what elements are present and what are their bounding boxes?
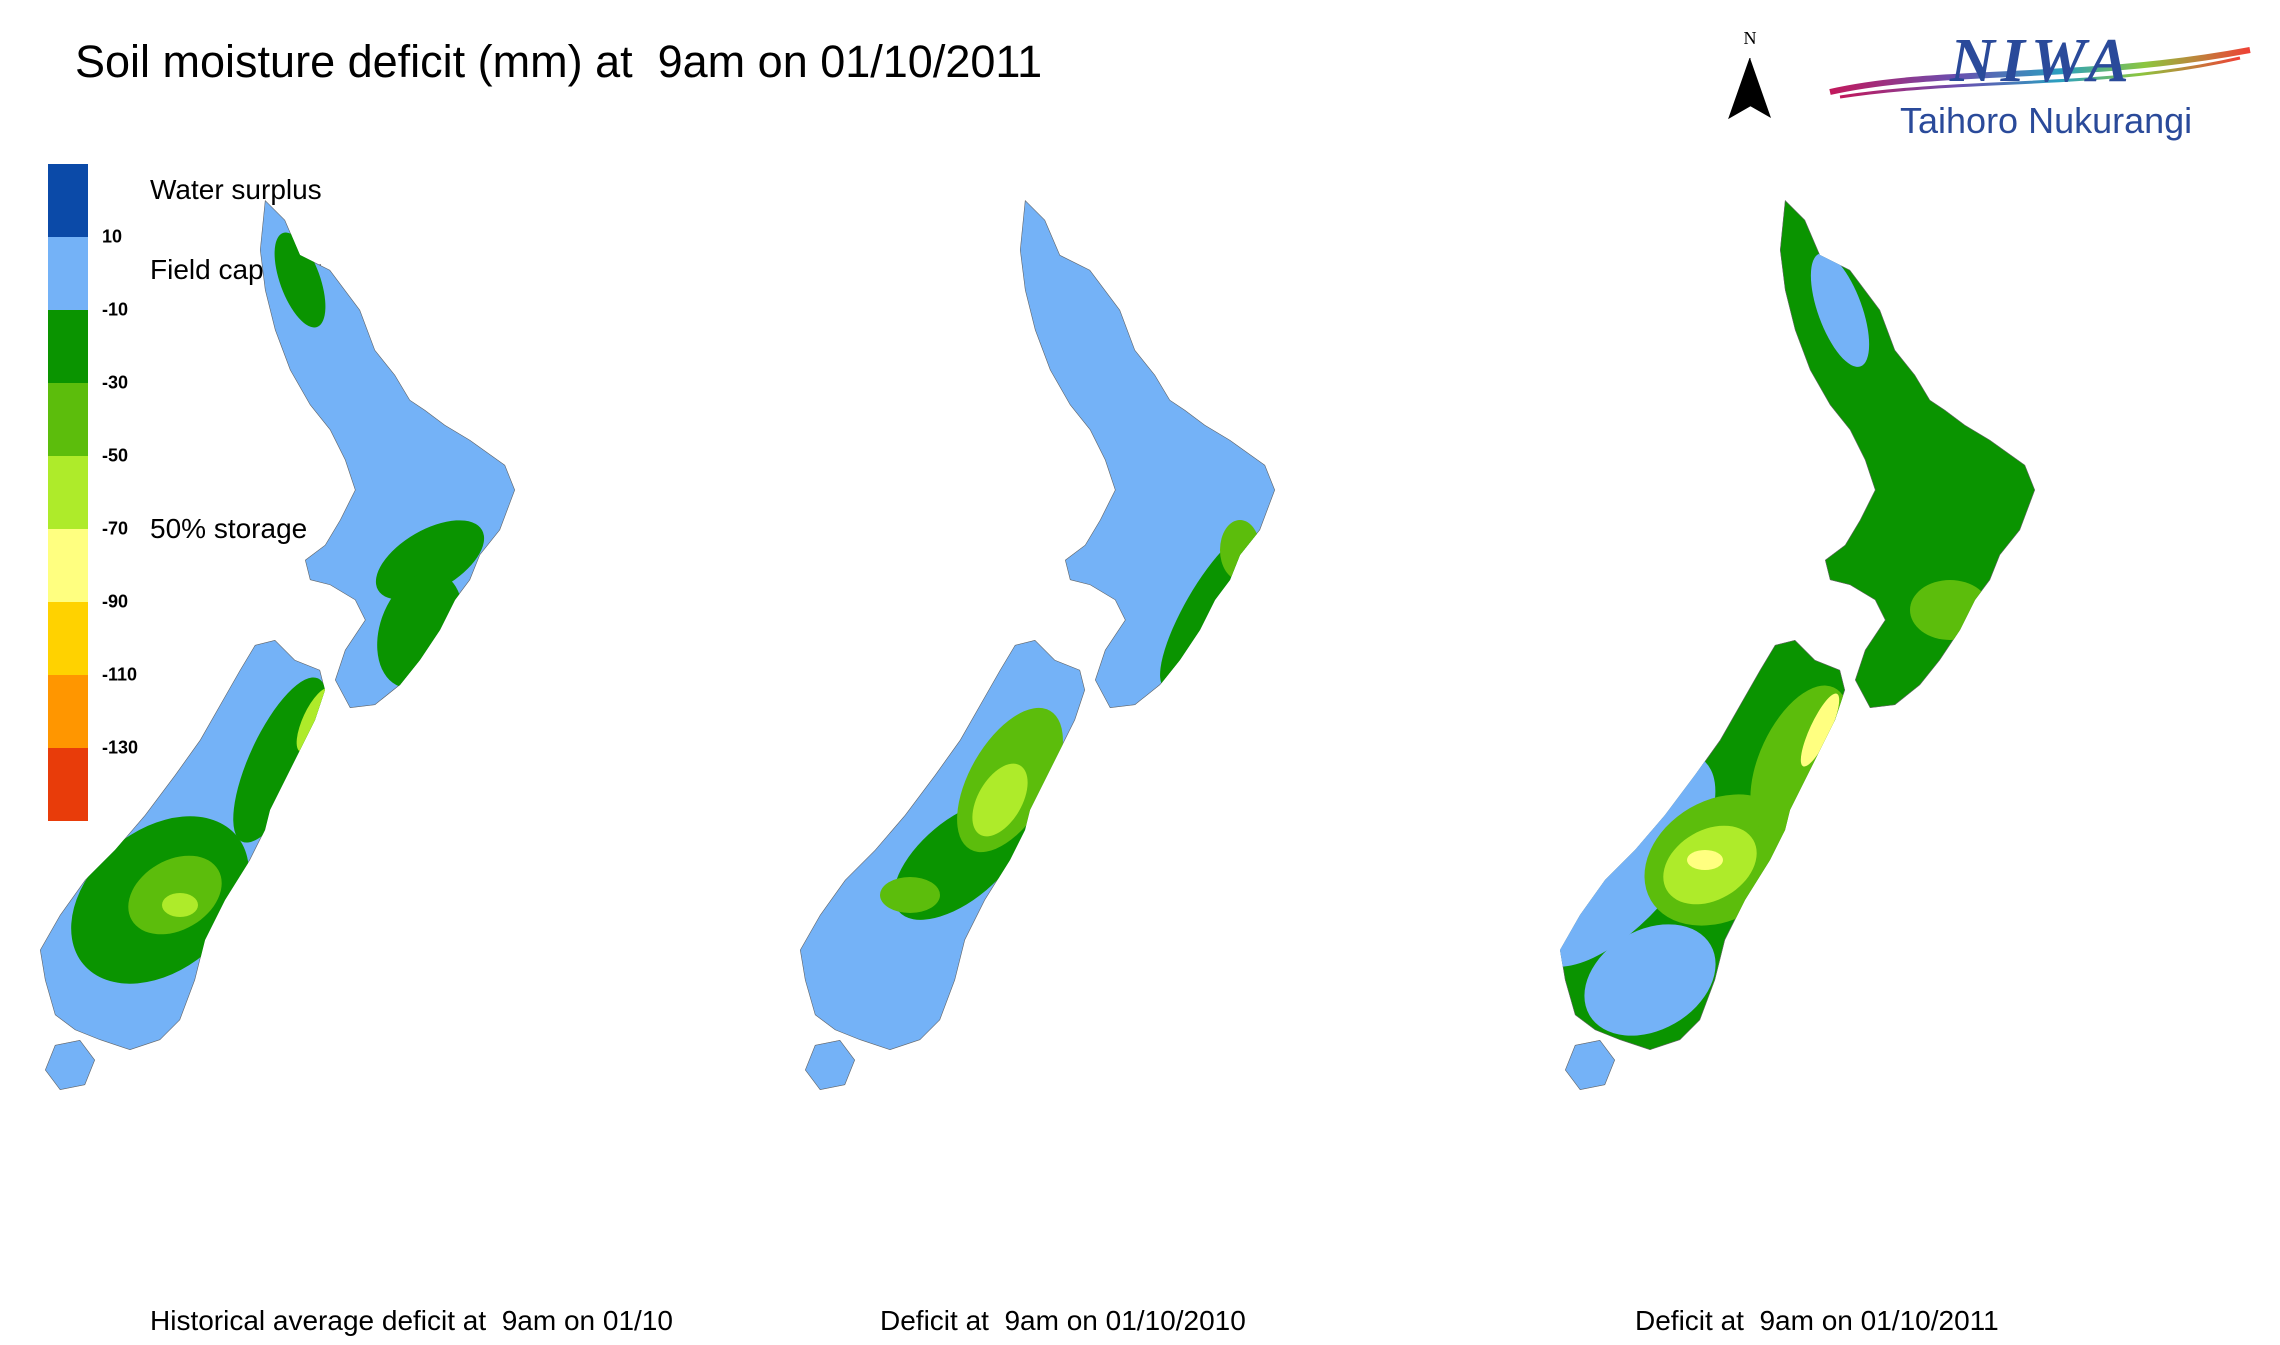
legend-tick-label: -30 <box>102 372 129 393</box>
legend-swatch <box>48 748 88 821</box>
north-arrow: N <box>1725 28 1775 128</box>
legend-tick-label: -110 <box>102 664 138 685</box>
caption-historical: Historical average deficit at 9am on 01/… <box>150 1305 673 1336</box>
zone <box>162 893 198 917</box>
moisture-fill <box>40 200 515 1090</box>
zone <box>375 520 485 600</box>
north-island <box>1019 200 1275 709</box>
zone <box>1800 693 1840 767</box>
legend-swatch <box>48 164 88 237</box>
north-arrow-icon <box>1728 58 1771 120</box>
legend-tick-label: -90 <box>102 591 129 612</box>
legend-label-water-surplus: Water surplus <box>150 174 322 205</box>
caption-2010: Deficit at 9am on 01/10/2010 <box>880 1305 1246 1336</box>
zone <box>972 763 1028 837</box>
map-historical <box>40 200 515 1090</box>
map-2011 <box>1560 200 2035 1090</box>
zone <box>1810 253 1870 367</box>
legend-tick-label: -50 <box>102 445 129 466</box>
legend-tick-label: 10 <box>102 226 123 247</box>
legend-swatch <box>48 310 88 383</box>
moisture-fill <box>1560 200 2035 1090</box>
map-2010 <box>800 200 1275 1090</box>
niwa-logo: NIWA Taihoro Nukurangi <box>1820 22 2260 152</box>
zone <box>880 877 940 913</box>
legend-tick-label: -130 <box>102 737 139 758</box>
legend-swatch <box>48 237 88 310</box>
north-label: N <box>1743 28 1757 48</box>
legend-swatch <box>48 529 88 602</box>
legend-tick-label: -10 <box>102 299 129 320</box>
page-title: Soil moisture deficit (mm) at 9am on 01/… <box>75 36 1043 87</box>
legend-label-50-storage: 50% storage <box>150 513 308 544</box>
legend-swatch <box>48 675 88 748</box>
zone <box>274 232 326 328</box>
caption-2011: Deficit at 9am on 01/10/2011 <box>1635 1305 1999 1336</box>
zone <box>1584 924 1716 1036</box>
legend-swatch <box>48 602 88 675</box>
stewart-island <box>44 1039 96 1090</box>
stewart-island <box>1564 1039 1616 1090</box>
zone <box>1687 850 1723 870</box>
zone <box>1910 580 1990 640</box>
stewart-island <box>804 1039 856 1090</box>
logo-tagline: Taihoro Nukurangi <box>1900 100 2193 141</box>
moisture-fill <box>800 200 1275 1090</box>
legend-swatch <box>48 383 88 456</box>
logo-wordmark: NIWA <box>1950 27 2135 95</box>
zone <box>1220 520 1260 580</box>
logo-swoosh-icon <box>1829 47 2251 99</box>
legend-tick-label: -70 <box>102 518 129 539</box>
legend-swatch <box>48 456 88 529</box>
